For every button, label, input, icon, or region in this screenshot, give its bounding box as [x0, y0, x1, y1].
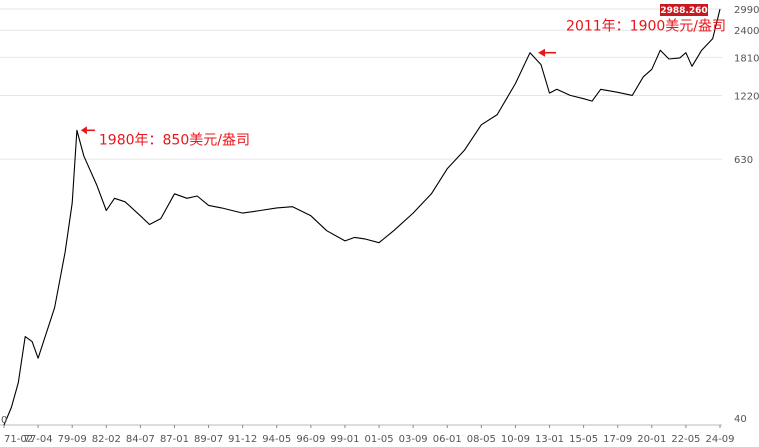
- x-tick-label: 94-05: [262, 434, 291, 445]
- x-tick-label: 15-05: [569, 434, 598, 445]
- y-tick-label: 1220: [734, 91, 759, 102]
- annotation-arrowhead-2011: [538, 48, 546, 57]
- x-tick-label: 96-09: [296, 434, 325, 445]
- y-tick-label: 630: [734, 155, 753, 166]
- y-tick-label: 40: [734, 414, 747, 425]
- y-tick-label: 2990: [734, 5, 759, 16]
- start-marker: 0: [1, 415, 7, 426]
- x-tick-label: 89-07: [194, 434, 223, 445]
- price-series-line: [3, 8, 721, 426]
- x-tick-label: 17-09: [603, 434, 632, 445]
- annotation-1980: 1980年：850美元/盎司: [99, 132, 250, 148]
- x-tick-label: 13-01: [535, 434, 564, 445]
- last-value-bg: [660, 4, 708, 16]
- last-value-badge: 2988.260: [660, 4, 708, 16]
- x-tick-label: 77-04: [24, 434, 53, 445]
- x-tick-label: 06-01: [433, 434, 462, 445]
- annotation-arrowhead-1980: [80, 126, 87, 135]
- x-tick-label: 03-09: [399, 434, 428, 445]
- x-tick-label: 22-05: [671, 434, 700, 445]
- x-tick-label: 84-07: [126, 434, 155, 445]
- x-tick-label: 71-02: [4, 434, 33, 445]
- annotation-2011: 2011年：1900美元/盎司: [566, 19, 726, 35]
- last-value-text: 2988.260: [660, 6, 707, 16]
- x-tick-label: 79-09: [58, 434, 87, 445]
- x-tick-label: 91-12: [228, 434, 257, 445]
- y-axis-ticks: 40 630 1220 1810 2400 2990: [734, 5, 759, 425]
- x-tick-label: 20-01: [637, 434, 666, 445]
- x-tick-label: 82-02: [92, 434, 121, 445]
- y-tick-label: 1810: [734, 53, 759, 64]
- x-tick-label: 01-05: [365, 434, 394, 445]
- x-tick-label: 08-05: [467, 434, 496, 445]
- x-tick-label: 24-09: [705, 434, 734, 445]
- gridlines: [0, 8, 722, 426]
- x-tick-label: 99-01: [330, 434, 359, 445]
- x-tick-label: 87-01: [160, 434, 189, 445]
- y-tick-label: 2400: [734, 26, 759, 37]
- x-tick-label: 10-09: [501, 434, 530, 445]
- annotations: 1980年：850美元/盎司 2011年：1900美元/盎司: [80, 19, 726, 148]
